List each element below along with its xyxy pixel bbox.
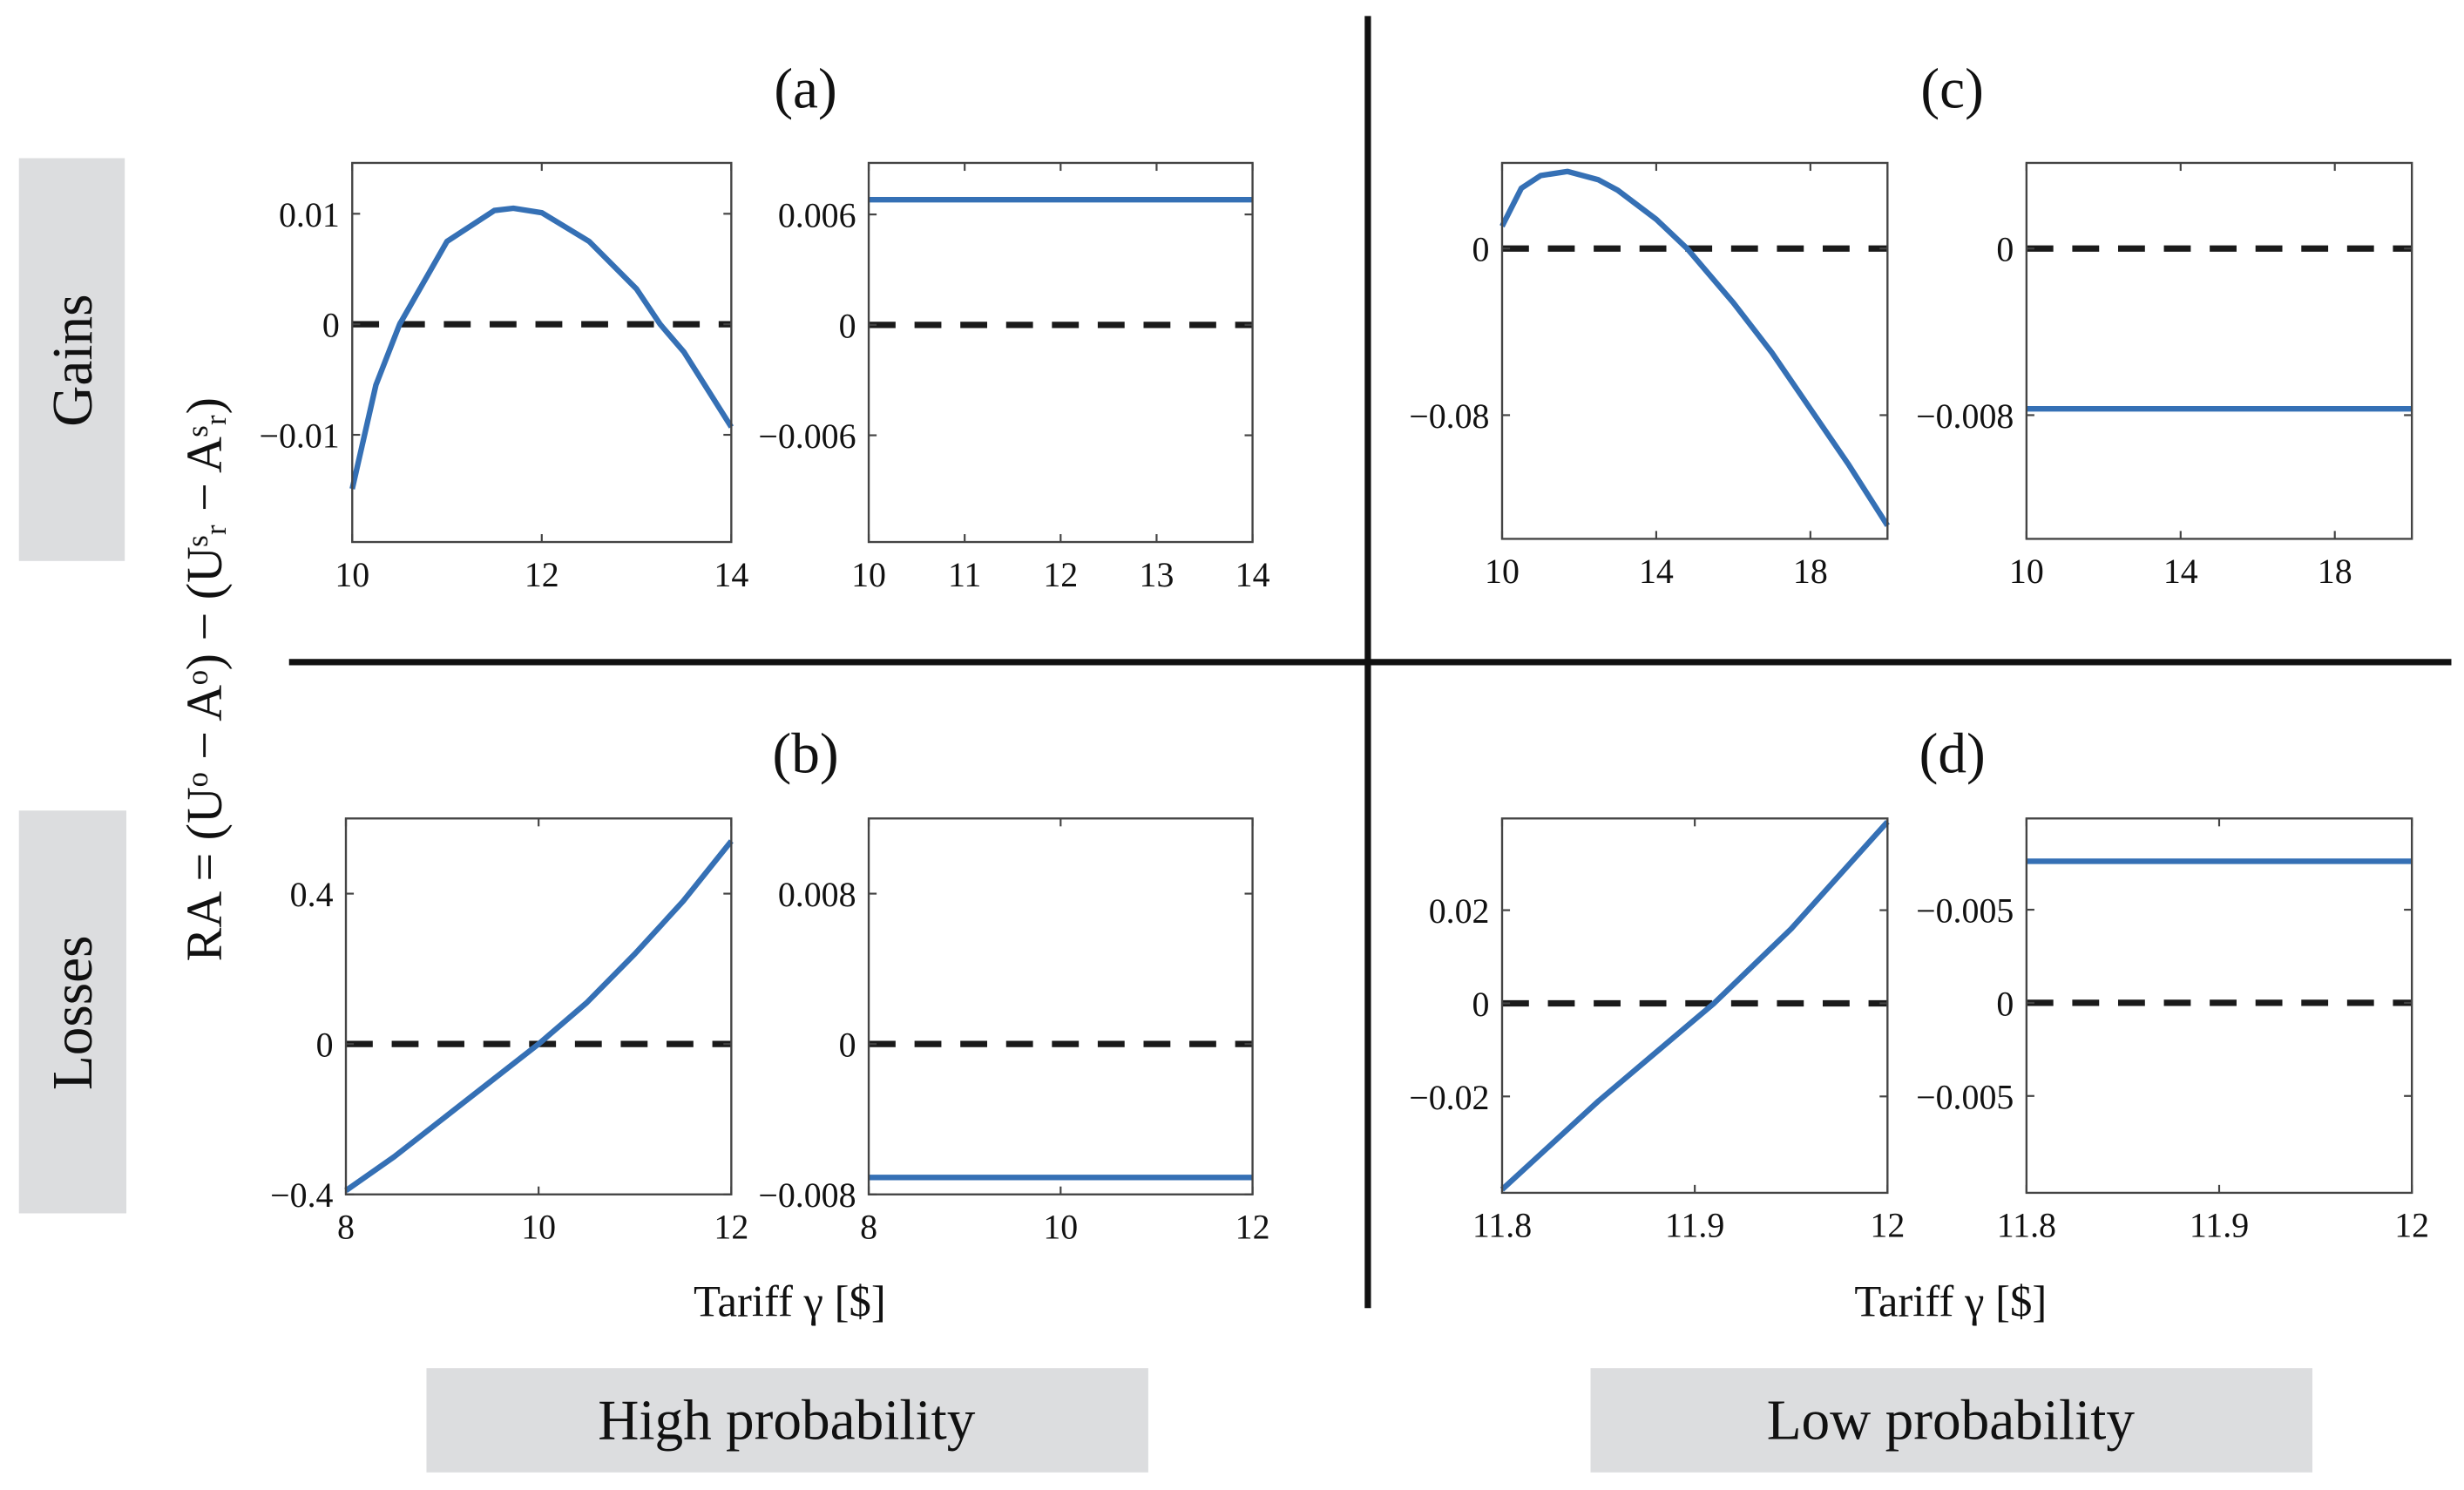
x-tick-label: 11 [948, 555, 981, 594]
y-tick-label: −0.4 [270, 1175, 333, 1215]
y-tick-label: 0 [1472, 230, 1490, 269]
y-tick-label: 0 [316, 1026, 334, 1065]
x-tick-label: 18 [2318, 552, 2352, 591]
x-tick-label: 10 [1485, 552, 1520, 591]
y-tick-label: 0 [839, 1026, 856, 1065]
x-tick-label: 13 [1140, 555, 1174, 594]
y-tick-label: 0 [322, 306, 340, 345]
y-tick-label: −0.01 [259, 417, 339, 456]
plot-frame [351, 161, 733, 544]
x-tick-label: 10 [1043, 1208, 1078, 1247]
low-probability-label: Low probability [1767, 1390, 2136, 1453]
x-tick-label: 12 [2394, 1206, 2429, 1245]
x-tick-label: 12 [1043, 555, 1078, 594]
x-tick-label: 12 [525, 555, 559, 594]
y-tick-label: 0.008 [778, 875, 856, 914]
x-tick-label: 12 [714, 1208, 748, 1247]
x-tick-label: 14 [714, 555, 748, 594]
gains-label-box [18, 158, 125, 561]
plot-frame [2025, 161, 2413, 540]
y-axis-label: RA = (Uᵒ − Aᵒ) − (Uˢᵣ − Aˢᵣ) [176, 397, 233, 961]
y-tick-label: 0.006 [778, 196, 856, 235]
x-tick-label: 11.8 [1472, 1206, 1532, 1245]
plot-frame [867, 817, 1254, 1195]
y-tick-label: 0 [839, 306, 856, 345]
series-line [349, 205, 734, 490]
y-tick-label: −0.008 [1916, 396, 2014, 436]
panel-b-left: 8 10 12 0.4 0 −0.4 [270, 817, 748, 1247]
series-line [1499, 168, 1890, 527]
y-tick-label: 0.02 [1429, 891, 1490, 931]
panel-b-label: (b) [772, 723, 838, 786]
panel-a-right: 10 11 12 13 14 0.006 0 −0.006 [758, 161, 1270, 594]
x-tick-label: 12 [1235, 1208, 1270, 1247]
x-axis-label-high: Tariff γ [$] [694, 1277, 886, 1325]
x-tick-label: 11.8 [1997, 1206, 2056, 1245]
plot-frame [344, 817, 733, 1195]
x-axis-label-low: Tariff γ [$] [1854, 1277, 2047, 1325]
high-probability-box [426, 1368, 1148, 1473]
losses-label: Losses [42, 935, 105, 1090]
x-tick-label: 14 [1235, 555, 1270, 594]
x-tick-label: 14 [2163, 552, 2198, 591]
gains-label: Gains [42, 294, 105, 426]
panel-c-label: (c) [1920, 58, 1983, 121]
plot-frame [1500, 161, 1889, 540]
x-tick-label: 11.9 [1665, 1206, 1724, 1245]
y-tick-label: 0.4 [290, 875, 334, 914]
y-tick-label: 0.01 [279, 195, 340, 234]
x-tick-label: 12 [1870, 1206, 1905, 1245]
x-tick-label: 10 [335, 555, 369, 594]
y-tick-label: −0.005 [1916, 891, 2014, 931]
panel-c-left: 10 14 18 0 −0.08 [1409, 161, 1890, 591]
x-tick-label: 11.9 [2190, 1206, 2249, 1245]
y-tick-label: −0.006 [758, 417, 856, 456]
panel-d-left: 11.8 11.9 12 0.02 0 −0.02 [1409, 817, 1905, 1245]
low-probability-box [1590, 1368, 2312, 1473]
high-probability-label: High probability [598, 1390, 976, 1453]
y-tick-label: 0 [1996, 230, 2014, 269]
plot-frame [867, 161, 1254, 544]
losses-label-box [18, 810, 127, 1214]
y-tick-label: 0 [1472, 985, 1490, 1024]
x-tick-label: 10 [851, 555, 886, 594]
y-tick-label: −0.008 [758, 1175, 856, 1215]
x-tick-label: 10 [2009, 552, 2044, 591]
x-tick-label: 8 [860, 1208, 877, 1247]
y-tick-label: −0.005 [1916, 1077, 2014, 1116]
series-line [344, 839, 734, 1193]
x-tick-label: 10 [521, 1208, 556, 1247]
x-tick-label: 8 [337, 1208, 355, 1247]
series-line [1499, 819, 1890, 1192]
y-tick-label: −0.08 [1409, 396, 1489, 436]
panel-a-label: (a) [774, 58, 836, 121]
y-tick-label: −0.02 [1409, 1078, 1489, 1117]
panel-d-right: 11.8 11.9 12 −0.005 0 −0.005 [1916, 817, 2429, 1245]
x-tick-label: 14 [1639, 552, 1674, 591]
panel-a-left: 10 12 14 0.01 0 −0.01 [259, 161, 748, 594]
panel-d-label: (d) [1919, 723, 1986, 786]
panel-b-right: 8 10 12 0.008 0 −0.008 [758, 817, 1270, 1247]
x-tick-label: 18 [1793, 552, 1828, 591]
y-tick-label: 0 [1996, 984, 2014, 1023]
panel-c-right: 10 14 18 0 −0.008 [1916, 161, 2413, 591]
